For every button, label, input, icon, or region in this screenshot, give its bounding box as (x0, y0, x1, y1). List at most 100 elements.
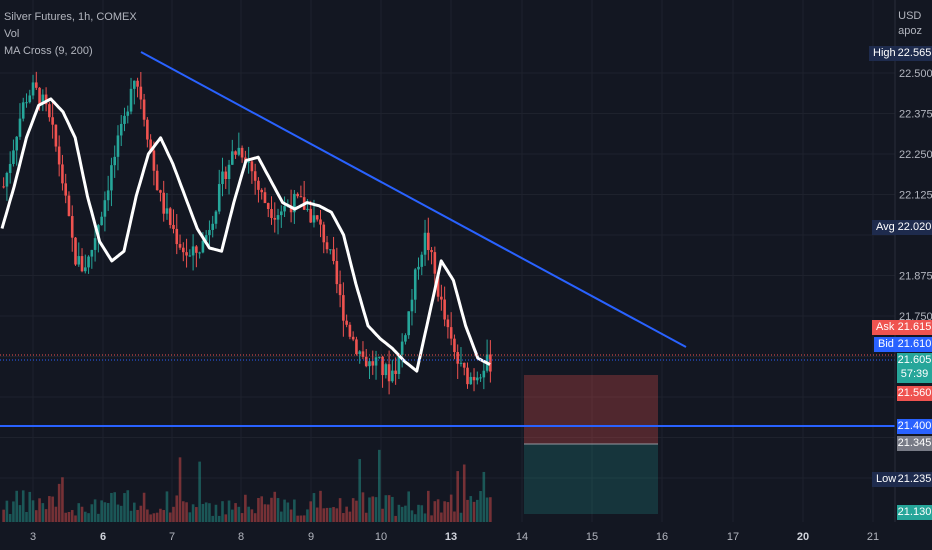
time-axis[interactable]: 3 6 7 8 9 10 13 14 15 16 17 20 21 (30, 531, 879, 543)
volume-bar (351, 498, 355, 522)
volume-bar (208, 503, 211, 522)
candle-body (208, 229, 211, 236)
volume-bar (266, 504, 270, 522)
candle-body (201, 240, 205, 253)
currency-label[interactable]: USD (898, 10, 922, 22)
candle-body (146, 119, 149, 140)
candle-body (129, 88, 133, 112)
volume-bar (289, 509, 293, 522)
volume-bar (5, 500, 9, 522)
candle-body (417, 266, 420, 270)
candle-body (306, 208, 309, 210)
volume-bar (329, 507, 332, 522)
volume-bar (188, 512, 192, 522)
volume-bar (129, 510, 133, 522)
volume-bar (51, 496, 54, 522)
volume-bar (136, 509, 139, 522)
volume-bar (175, 495, 179, 522)
candle-body (345, 320, 348, 325)
time-tick-label: 10 (375, 531, 387, 543)
volume-bar (217, 515, 221, 522)
volume-bar (64, 512, 67, 522)
volume-bar (420, 505, 424, 522)
trendline[interactable] (140, 51, 687, 348)
volume-bar (54, 506, 58, 522)
candle-body (133, 80, 136, 89)
candle-body (410, 299, 414, 312)
candle-body (283, 206, 286, 212)
price-tick-label: 22.375 (899, 109, 932, 121)
price-tick-label: 22.500 (899, 68, 932, 80)
volume-bar (31, 500, 35, 522)
volume-bar (436, 499, 440, 522)
candle-body (332, 249, 335, 262)
candle-body (280, 211, 283, 216)
stop-price-box: 21.560 (897, 386, 932, 401)
bar-countdown: 57:39 (900, 368, 929, 380)
candle-body (21, 102, 25, 119)
candle-body (423, 232, 427, 255)
volume-bar (15, 490, 18, 522)
candle-body (155, 170, 159, 191)
time-tick-label: 3 (30, 531, 36, 543)
candle-body (413, 269, 417, 300)
candle-body (240, 147, 244, 158)
time-tick-label: 15 (586, 531, 598, 543)
volume-bar (342, 513, 345, 522)
candle-body (253, 171, 257, 181)
volume-bar (446, 502, 450, 522)
volume-bar (142, 492, 146, 522)
volume-bar (391, 496, 394, 522)
time-tick-label: 14 (516, 531, 528, 543)
candle-body (270, 209, 273, 218)
volume-bar (8, 514, 12, 522)
volume-indicator-label[interactable]: Vol (4, 28, 20, 40)
volume-bar (159, 508, 162, 522)
candle-body (348, 324, 352, 337)
short-position-tool[interactable] (524, 375, 658, 514)
candle-body (358, 351, 361, 355)
volume-bar (440, 512, 443, 522)
stop-zone[interactable] (524, 375, 658, 444)
volume-bar (417, 504, 420, 522)
target-zone[interactable] (524, 444, 658, 514)
candle-body (204, 235, 208, 241)
candle-body (257, 180, 260, 190)
ma-cross-indicator-label[interactable]: MA Cross (9, 200) (4, 45, 93, 57)
volume-bar (485, 497, 489, 522)
symbol-label[interactable]: Silver Futures, 1h, COMEX (4, 11, 137, 23)
candle-body (329, 249, 332, 251)
avg-tag: Avg (872, 220, 899, 235)
avg-value: 22.020 (897, 220, 932, 235)
volume-bar (355, 500, 358, 522)
volume-bar (459, 512, 463, 522)
candle-body (476, 377, 479, 381)
candle-body (123, 115, 126, 124)
volume-bar (116, 504, 120, 522)
volume-bar (453, 511, 456, 522)
volume-bar (224, 514, 228, 522)
candle-body (440, 296, 443, 300)
candle-body (57, 146, 61, 165)
candle-body (198, 252, 201, 254)
last-price-box: 21.605 57:39 (897, 353, 932, 383)
user-label: apoz (898, 25, 922, 37)
candle-body (41, 94, 45, 104)
candle-body (44, 94, 48, 105)
candle-body (443, 299, 446, 320)
candle-body (368, 361, 371, 367)
candle-body (8, 163, 12, 173)
volume-bar (80, 506, 84, 522)
candle-body (106, 190, 110, 201)
candle-body (80, 256, 84, 272)
volume-bar (306, 509, 309, 522)
candle-body (273, 217, 277, 220)
time-tick-label: 9 (308, 531, 314, 543)
volume-bar (472, 501, 476, 522)
high-value: 22.565 (897, 46, 932, 61)
candle-body (211, 223, 214, 230)
volume-bar (198, 461, 201, 522)
